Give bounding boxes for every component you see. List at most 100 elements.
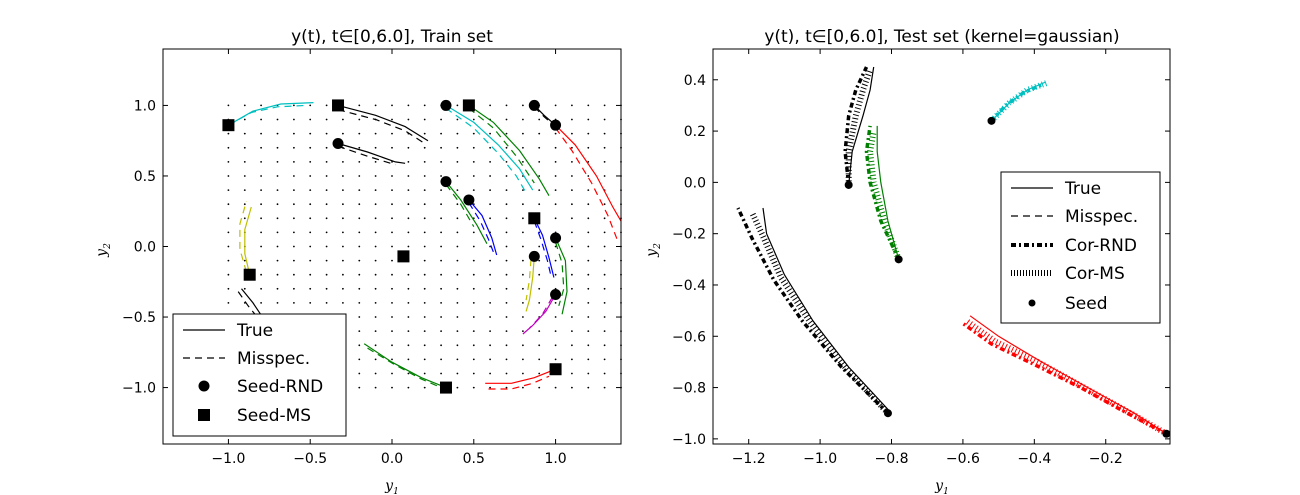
- grid-dot: [505, 316, 508, 318]
- train-ytick-label: 0.0: [134, 240, 156, 256]
- grid-dot: [571, 146, 573, 149]
- grid-dot: [227, 259, 230, 262]
- grid-dot: [472, 259, 475, 262]
- grid-dot: [342, 203, 344, 206]
- grid-dot: [227, 245, 230, 248]
- grid-dot: [358, 217, 361, 220]
- grid-dot: [423, 161, 426, 163]
- grid-dot: [293, 231, 295, 234]
- train-ytick-label: −0.5: [122, 310, 156, 326]
- grid-dot: [587, 132, 590, 135]
- grid-dot: [407, 146, 410, 149]
- grid-dot: [391, 302, 393, 304]
- series-true-green-upper: [468, 104, 550, 197]
- grid-dot: [456, 132, 459, 135]
- test-xtick-label: −0.8: [875, 451, 909, 467]
- series-true-black-top: [337, 104, 429, 142]
- grid-dot: [505, 302, 508, 304]
- grid-dot: [587, 203, 590, 206]
- grid-dot: [571, 245, 573, 248]
- grid-dot: [472, 358, 475, 361]
- grid-dot: [342, 302, 344, 304]
- grid-dot: [571, 372, 573, 375]
- series-misspec-cyan-mid: [445, 107, 527, 194]
- grid-dot: [423, 273, 426, 276]
- train-plot-frame: [162, 48, 622, 445]
- test-ytick-label: −0.6: [672, 329, 706, 345]
- grid-dot: [522, 273, 524, 276]
- grid-dot: [456, 273, 459, 276]
- grid-dot: [472, 372, 475, 375]
- grid-dot: [522, 259, 524, 262]
- grid-dot: [358, 146, 361, 149]
- test-seed-markers: [844, 116, 1171, 438]
- grid-dot: [505, 259, 508, 262]
- grid-dot: [587, 330, 590, 332]
- grid-dot: [440, 372, 442, 375]
- grid-dot: [358, 344, 361, 347]
- grid-dot: [423, 203, 426, 206]
- grid-dot: [522, 231, 524, 234]
- grid-dot: [342, 118, 344, 121]
- grid-dot: [554, 132, 557, 135]
- seed-ms-marker: [332, 99, 345, 112]
- grid-dot: [309, 217, 312, 220]
- grid-dot: [342, 287, 344, 290]
- series-true-red-right: [555, 124, 622, 222]
- grid-dot: [571, 231, 573, 234]
- grid-dot: [243, 203, 246, 206]
- grid-dot: [489, 273, 491, 276]
- grid-dot: [391, 175, 393, 177]
- train-chart-title: y(t), t∈[0,6.0], Train set: [291, 27, 493, 47]
- grid-dot: [276, 132, 279, 135]
- grid-dot: [227, 189, 230, 192]
- series-cor-ms-green-mid: [867, 130, 902, 261]
- grid-dot: [358, 316, 361, 318]
- grid-dot: [309, 189, 312, 192]
- series-true-red-lower: [969, 315, 1167, 435]
- train-legend: True Misspec. Seed-RND Seed-MS: [172, 313, 347, 437]
- grid-dot: [554, 273, 557, 276]
- grid-dot: [391, 330, 393, 332]
- grid-dot: [505, 175, 508, 177]
- series-true-blue-mid: [468, 199, 498, 256]
- grid-dot: [342, 189, 344, 192]
- grid-dot: [440, 217, 442, 220]
- grid-dot: [587, 175, 590, 177]
- grid-dot: [522, 245, 524, 248]
- grid-dot: [440, 203, 442, 206]
- grid-dot: [325, 189, 328, 192]
- grid-dot: [243, 118, 246, 121]
- grid-dot: [440, 231, 442, 234]
- grid-dot: [571, 175, 573, 177]
- grid-dot: [456, 118, 459, 121]
- grid-dot: [522, 344, 524, 347]
- grid-dot: [407, 161, 410, 163]
- series-cor-ms-cyan-right: [989, 79, 1050, 123]
- test-ytick-label: −0.4: [672, 278, 706, 294]
- grid-dot: [374, 231, 377, 234]
- grid-dot: [554, 358, 557, 361]
- grid-dot: [342, 175, 344, 177]
- grid-dot: [456, 316, 459, 318]
- grid-dot: [472, 316, 475, 318]
- grid-dot: [538, 372, 541, 375]
- grid-dot: [276, 217, 279, 220]
- grid-dot: [456, 358, 459, 361]
- grid-dot: [472, 231, 475, 234]
- seed-marker: [844, 180, 853, 189]
- grid-dot: [505, 161, 508, 163]
- series-true-blue-right: [533, 218, 555, 278]
- grid-dot: [243, 146, 246, 149]
- grid-dot: [276, 259, 279, 262]
- grid-dot: [276, 231, 279, 234]
- grid-dot: [554, 386, 557, 389]
- grid-dot: [276, 118, 279, 121]
- grid-dot: [571, 132, 573, 135]
- series-true-green-mid: [876, 125, 900, 260]
- grid-dot: [391, 287, 393, 290]
- test-ytick-label: 0.2: [684, 124, 706, 140]
- grid-dot: [472, 330, 475, 332]
- test-legend: True Misspec. Cor-RND Cor-MS Seed: [1000, 171, 1161, 324]
- grid-dot: [293, 132, 295, 135]
